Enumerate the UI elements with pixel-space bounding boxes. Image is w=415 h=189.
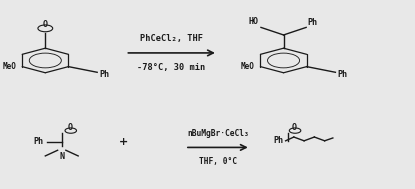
Text: +: + [119, 137, 128, 147]
Text: HO: HO [249, 17, 259, 26]
Text: Ph: Ph [273, 136, 283, 145]
Text: Ph: Ph [99, 70, 109, 79]
Text: O: O [68, 123, 73, 132]
Text: O: O [292, 123, 297, 132]
Text: O: O [43, 20, 48, 29]
Text: MeO: MeO [241, 62, 255, 71]
Text: N: N [59, 152, 64, 161]
Text: nBuMgBr·CeCl₃: nBuMgBr·CeCl₃ [187, 129, 249, 138]
Text: THF, 0°C: THF, 0°C [199, 157, 237, 166]
Text: Ph: Ph [337, 70, 347, 79]
Text: Ph: Ph [308, 18, 317, 27]
Text: PhCeCl₂, THF: PhCeCl₂, THF [140, 33, 203, 43]
Text: -78°C, 30 min: -78°C, 30 min [137, 63, 206, 72]
Text: Ph: Ph [33, 137, 43, 146]
Text: MeO: MeO [2, 62, 17, 71]
